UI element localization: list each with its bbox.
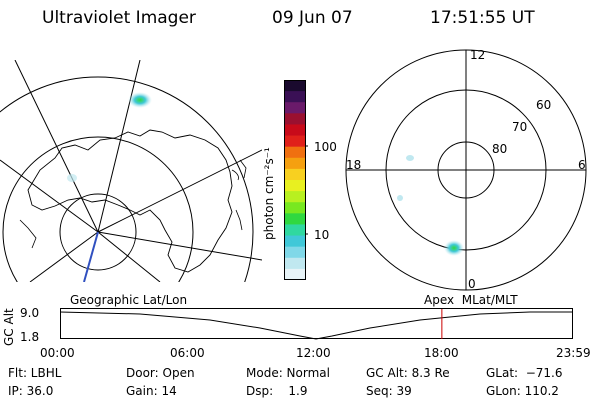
- mlt-label-0: 0: [468, 277, 476, 291]
- colorbar-swatch: [284, 191, 306, 203]
- altitude-timeline: [60, 308, 573, 340]
- lat-circle-inner: [59, 193, 137, 271]
- colorbar-swatch: [284, 235, 306, 248]
- timeline-x-tick-1: 06:00: [170, 346, 205, 360]
- colorbar-swatch: [284, 157, 306, 170]
- timeline-y-tick-bottom: 1.8: [20, 330, 40, 344]
- timeline-x-tick-4: 23:59: [556, 346, 591, 360]
- info-door: Door: Open: [126, 366, 195, 380]
- info-ip: IP: 36.0: [8, 384, 54, 398]
- magnetic-polar-plot: [345, 49, 587, 291]
- colorbar-swatch: [284, 168, 306, 181]
- colorbar-swatch: [284, 102, 306, 114]
- colorbar-swatch: [284, 124, 306, 137]
- timeline-right-label: Apex MLat/MLT: [424, 293, 518, 307]
- lat-label-60: 60: [536, 98, 552, 112]
- aurora-blob: [444, 240, 464, 256]
- timeline-y-tick-top: 9.0: [20, 306, 40, 320]
- geographic-map: [0, 60, 262, 282]
- time-readout: 17:51:55 UT: [430, 8, 535, 28]
- app-title: Ultraviolet Imager: [42, 8, 196, 28]
- colorbar-swatch: [284, 213, 306, 225]
- colorbar-swatch: [284, 80, 306, 92]
- info-mode: Mode: Normal: [246, 366, 330, 380]
- info-glat: GLat: −71.6: [486, 366, 563, 380]
- mlt-label-18: 18: [346, 158, 362, 172]
- timeline-y-axis-label: GC Alt: [2, 308, 16, 346]
- colorbar-tick-10: 10: [314, 228, 330, 242]
- info-glon: GLon: 110.2: [486, 384, 559, 398]
- aurora-blob: [128, 92, 152, 108]
- colorbar-swatch: [284, 246, 306, 259]
- lat-label-80: 80: [492, 142, 508, 156]
- timeline-x-tick-0: 00:00: [40, 346, 75, 360]
- timeline-left-label: Geographic Lat/Lon: [70, 293, 188, 307]
- colorbar-swatch: [284, 180, 306, 192]
- mlt-label-6: 6: [578, 158, 586, 172]
- colorbar-swatch: [284, 224, 306, 237]
- info-gain: Gain: 14: [126, 384, 177, 398]
- colorbar-swatch: [284, 113, 306, 125]
- date-readout: 09 Jun 07: [272, 8, 353, 28]
- mlt-label-12: 12: [470, 48, 486, 62]
- colorbar-swatch: [284, 135, 306, 148]
- colorbar-tick-100: 100: [314, 140, 337, 154]
- info-gcalt: GC Alt: 8.3 Re: [366, 366, 450, 380]
- info-dsp: Dsp: 1.9: [246, 384, 308, 398]
- colorbar: [284, 80, 308, 280]
- info-seq: Seq: 39: [366, 384, 412, 398]
- altitude-curve: [60, 311, 573, 340]
- colorbar-swatch: [284, 91, 306, 103]
- lat-label-70: 70: [512, 120, 528, 134]
- info-flt: Flt: LBHL: [8, 366, 62, 380]
- ground-track: [83, 231, 99, 282]
- timeline-x-tick-3: 18:00: [424, 346, 459, 360]
- colorbar-swatch: [284, 257, 306, 270]
- colorbar-swatch: [284, 268, 306, 280]
- colorbar-unit-label: photon cm⁻²s⁻¹: [262, 147, 276, 240]
- colorbar-swatch: [284, 202, 306, 214]
- timeline-x-tick-2: 12:00: [296, 346, 331, 360]
- colorbar-swatch: [284, 146, 306, 159]
